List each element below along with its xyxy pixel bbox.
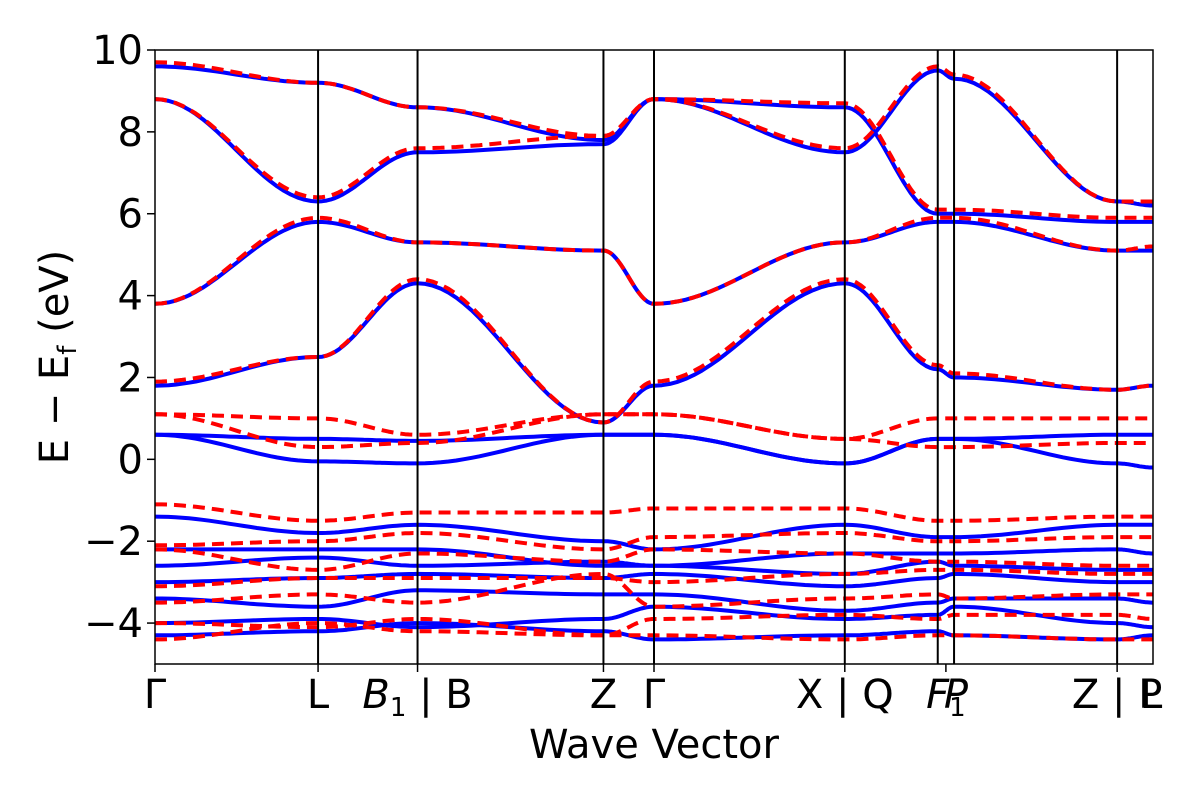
red-dashed-band-2: [155, 571, 1153, 609]
x-axis-title: Wave Vector: [529, 722, 780, 768]
y-axis-title-main: E − E: [32, 355, 78, 465]
x-kpoint-overlay-7: L: [1140, 672, 1163, 718]
y-tick-label-7: −4: [84, 601, 143, 647]
x-kpoint-overlay-6: P: [944, 672, 969, 718]
red-dashed-band-10: [155, 215, 1153, 306]
y-tick-label-5: 0: [118, 437, 143, 483]
red-dashed-band-9: [155, 277, 1153, 425]
x-kpoint-label-0: Γ: [144, 672, 167, 718]
red-dashed-band-7: [155, 412, 1153, 450]
red-dashed-band-1: [155, 612, 1153, 638]
x-kpoint-label-2: B1 | B: [362, 672, 472, 723]
y-tick-label-0: 10: [92, 28, 143, 74]
y-tick-label-2: 6: [118, 192, 143, 238]
red-dashed-band-3: [155, 567, 1153, 589]
blue-solid-band-8: [155, 432, 1153, 466]
y-tick-label-4: 2: [118, 355, 143, 401]
red-dashed-band-11: [155, 97, 1153, 220]
kpoint-lines: [317, 50, 1119, 664]
x-kpoint-label-3: Z: [590, 672, 617, 718]
y-tick-label-3: 4: [118, 274, 143, 320]
red-dashed-band-12: [155, 60, 1153, 204]
x-kpoint-label-6: F1: [926, 672, 966, 723]
red-dashed-band-5: [155, 531, 1153, 552]
x-kpoint-label-5: X | Q: [796, 672, 894, 718]
x-kpoint-label-7: Z | P: [1072, 672, 1162, 718]
y-axis-title: E − Ef (eV): [32, 250, 83, 465]
red-dashed-band-0: [155, 621, 1153, 642]
bands-layer: [155, 60, 1153, 642]
red-dashed-band-4: [155, 547, 1153, 572]
red-dashed-band-8: [155, 412, 1153, 441]
x-kpoint-label-4: Γ: [643, 672, 666, 718]
y-axis-title-sub: f: [53, 345, 83, 355]
y-axis-ticks: 10 8 6 4 2 0 −2 −4: [84, 28, 155, 647]
y-axis-title-unit: (eV): [32, 250, 78, 346]
red-dashed-band-6: [155, 502, 1153, 523]
y-tick-label-6: −2: [84, 519, 143, 565]
x-kpoint-label-1: L: [307, 672, 330, 718]
y-tick-label-1: 8: [118, 110, 143, 156]
blue-solid-band-5: [155, 547, 1153, 568]
